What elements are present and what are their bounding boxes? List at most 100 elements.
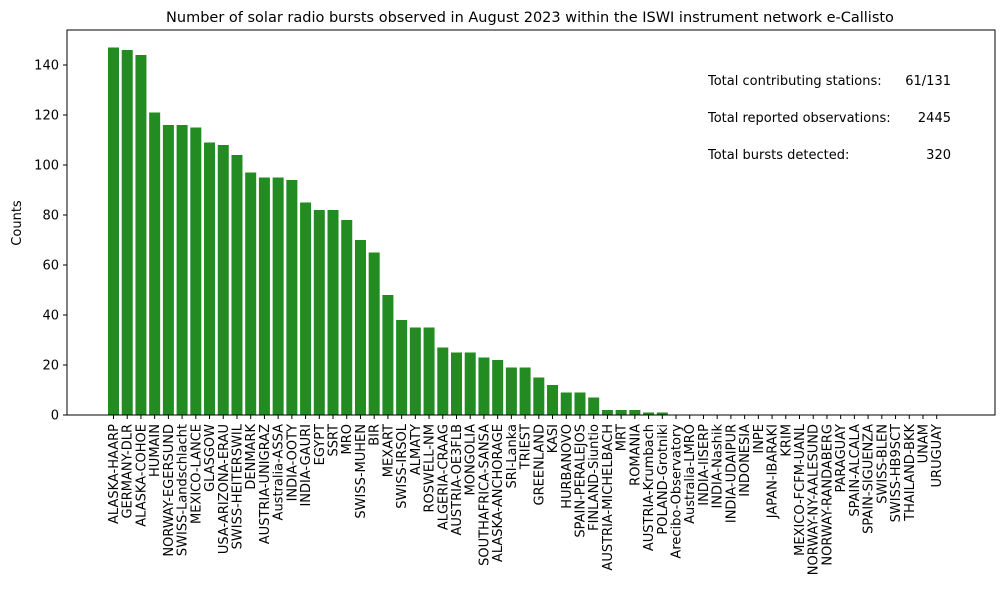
x-tick-label: SWISS-BLEN [875,424,890,504]
bar [121,50,133,415]
bar [286,180,298,415]
x-tick-label: INDIA-IISERP [697,424,712,506]
x-tick-label: HURBANOVO [560,424,575,509]
bar [135,55,147,415]
bar [258,177,270,415]
stats-annotation: Total contributing stations: 61/131 Tota… [707,74,951,163]
x-tick-label: INDIA-OOTY [285,424,300,501]
x-axis: ALASKA-HAARPGERMANY-DLRALASKA-COHOEHUMAI… [107,415,945,575]
bar [204,142,216,415]
x-tick-label: AUSTRIA-UNIGRAZ [258,424,273,544]
bar [327,210,339,415]
x-tick-label: UNAM [916,424,931,463]
x-tick-label: EGYPT [313,424,328,465]
y-tick-label: 60 [42,259,59,274]
x-tick-label: URUGUAY [930,424,945,488]
bar [409,327,421,415]
x-tick-label: KASI [546,424,561,453]
bar [643,412,655,415]
bar [396,320,408,415]
y-tick-label: 100 [34,159,59,174]
x-tick-label: SWISS-Landschlacht [176,424,191,556]
bar [656,412,668,415]
bar [574,392,586,415]
x-tick-label: NORWAY-NY-AALESUND [807,424,822,575]
x-tick-label: SWISS-IRSOL [395,423,410,508]
x-tick-label: ALASKA-ANCHORAGE [491,424,506,562]
x-tick-label: SPAIN-SIGUENZA [862,424,877,534]
y-tick-label: 0 [51,409,59,424]
x-tick-label: SRI-Lanka [505,424,520,489]
x-tick-label: SPAIN-PERALEJOS [573,424,588,538]
x-tick-label: GERMANY-DLR [121,424,136,519]
x-tick-label: MRO [340,424,355,454]
x-tick-label: DENMARK [244,424,259,490]
annotation-stations-value: 61/131 [905,74,951,89]
x-tick-label: USA-ARIZONA-ERAU [217,424,232,554]
x-tick-label: MRT [615,424,630,451]
x-tick-label: FINLAND-Siuntio [587,424,602,531]
x-tick-label: MEXART [381,424,396,477]
bar [492,360,504,415]
bar [601,410,613,415]
x-tick-label: MEXICO-LANCE [189,424,204,524]
bar [629,410,641,415]
bar [615,410,627,415]
x-tick-label: SOUTHAFRICA-SANSA [477,424,492,566]
bar [231,155,243,415]
x-tick-label: ALASKA-HAARP [107,424,122,524]
x-tick-label: JAPAN-IBARAKI [766,424,781,519]
bar [108,47,119,415]
bar [437,347,449,415]
x-tick-label: AUSTRIA-Krumbach [642,424,657,551]
bar [505,367,517,415]
annotation-observations-value: 2445 [918,111,951,126]
y-tick-label: 80 [42,209,59,224]
y-tick-label: 40 [42,309,59,324]
x-tick-label: SWISS-MUHEN [354,424,369,519]
x-tick-label: THAILAND-BKK [903,424,918,522]
x-tick-label: SWISS-HEITERSWIL [230,423,245,549]
x-tick-label: GLASGOW [203,424,218,492]
x-tick-label: ALASKA-COHOE [134,424,149,527]
annotation-observations-label: Total reported observations: [707,111,891,126]
bar [354,240,366,415]
chart-title: Number of solar radio bursts observed in… [166,10,894,26]
x-tick-label: INPE [752,424,767,454]
x-tick-label: ALMATY [409,424,424,475]
y-axis-label: Counts [10,200,25,246]
x-tick-label: ROMANIA [628,424,643,486]
x-tick-label: AUSTRIA-OE3FLB [450,424,465,535]
x-tick-label: INDONESIA [738,424,753,497]
x-tick-label: BIR [368,424,383,446]
y-axis: 0 20 40 60 80 100 120 140 [34,59,67,424]
y-tick-label: 140 [34,59,59,74]
x-tick-label: MEXICO-FCFM-UANL [793,423,808,556]
bar [423,327,435,415]
x-tick-label: SSRT [327,424,342,457]
bar [588,397,600,415]
bar [519,367,531,415]
x-tick-label: ROSWELL-NM [423,424,438,512]
x-tick-label: PARAGUAY [834,424,849,493]
x-tick-label: SPAIN-ALCALA [848,424,863,517]
annotation-bursts-label: Total bursts detected: [707,148,849,163]
bar [368,252,380,415]
bar [464,352,476,415]
x-tick-label: HUMAIN [148,424,163,477]
bar [547,385,559,415]
bar [313,210,325,415]
annotation-bursts-value: 320 [926,148,951,163]
bar [149,112,161,415]
x-tick-label: INDIA-UDAIPUR [724,424,739,523]
bar [341,220,353,415]
bar [162,125,174,415]
x-tick-label: INDIA-Nashik [711,424,726,509]
plot-frame [66,29,996,416]
x-tick-label: Arecibo-Observatory [670,424,685,559]
x-tick-label: NORWAY-EGERSUND [162,424,177,557]
x-tick-label: TRIEST [519,424,534,470]
bar [245,172,257,415]
bar [190,127,202,415]
